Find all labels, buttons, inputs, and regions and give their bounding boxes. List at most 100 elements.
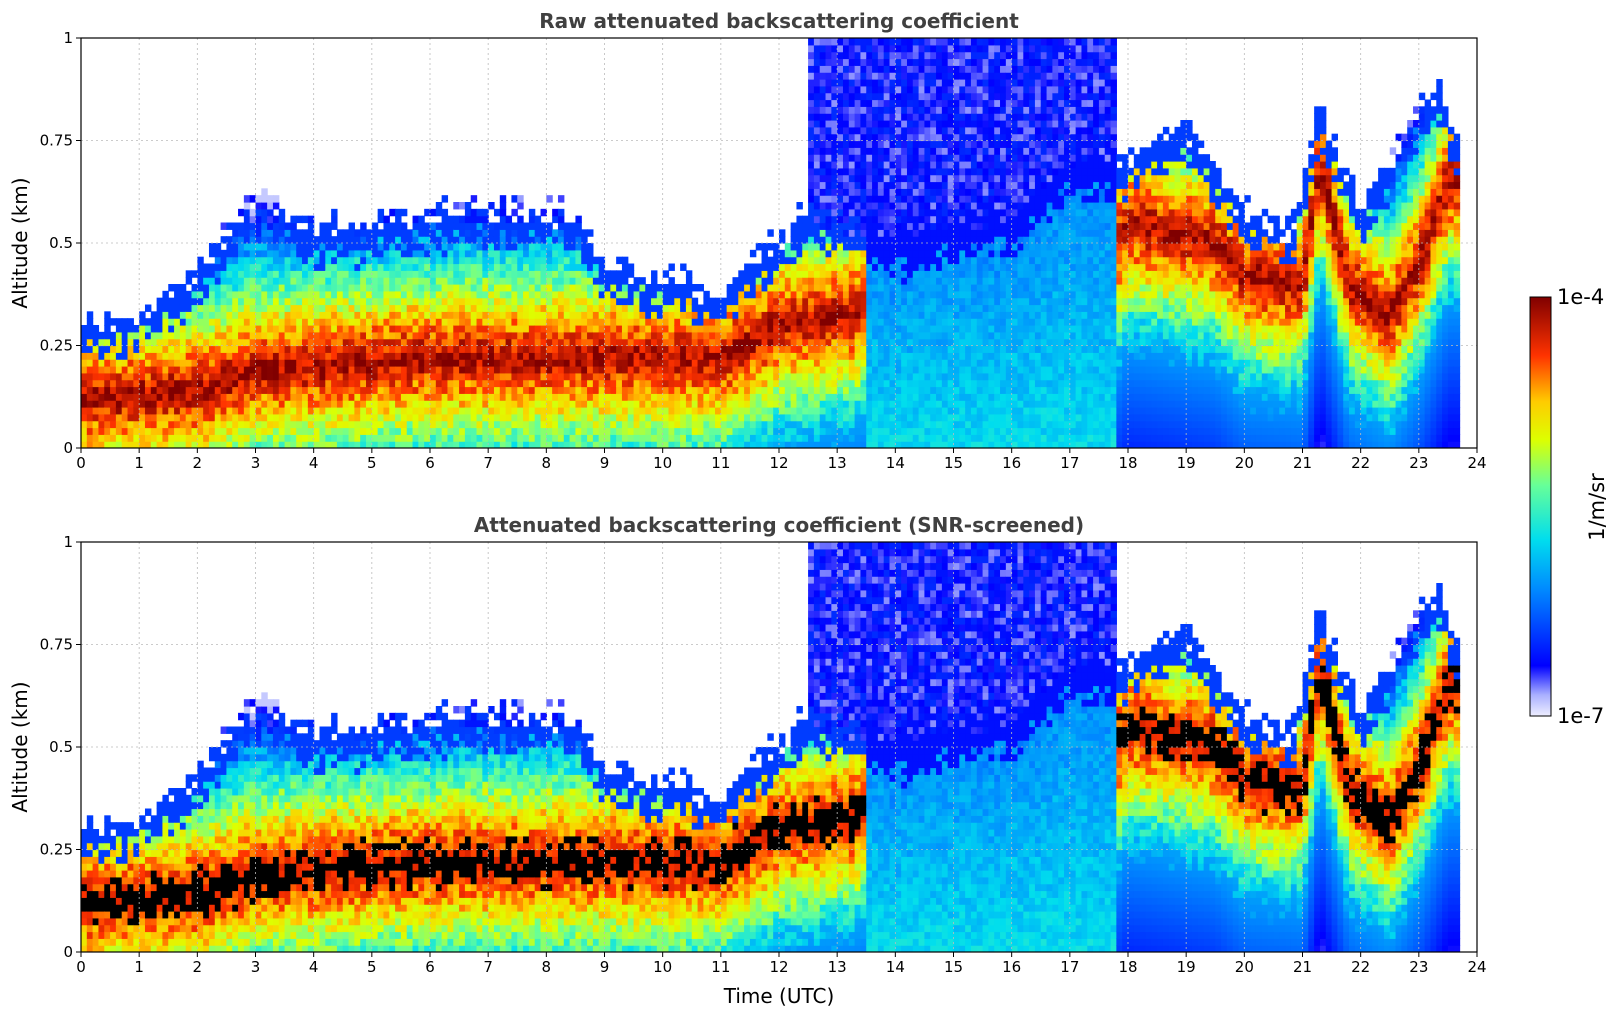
heatmap-cell: [651, 359, 658, 367]
heatmap-cell: [360, 318, 367, 326]
heatmap-cell: [98, 434, 105, 442]
heatmap-cell: [243, 243, 251, 251]
heatmap-cell: [767, 318, 774, 326]
heatmap-cell: [587, 243, 594, 251]
heatmap-cell: [662, 338, 670, 347]
heatmap-cell: [633, 277, 640, 285]
heatmap-cell: [453, 434, 460, 442]
heatmap-cell: [464, 325, 472, 333]
heatmap-cell: [877, 222, 885, 230]
heatmap-cell: [168, 400, 175, 408]
heatmap-cell: [272, 366, 280, 374]
heatmap-cell: [191, 400, 198, 408]
heatmap-cell: [918, 420, 926, 429]
heatmap-cell: [488, 386, 495, 394]
heatmap-cell: [831, 263, 838, 271]
heatmap-cell: [860, 229, 867, 237]
heatmap-cell: [272, 386, 280, 394]
heatmap-cell: [819, 126, 827, 135]
heatmap-cell: [872, 427, 879, 435]
heatmap-cell: [208, 318, 216, 326]
heatmap-cell: [837, 174, 844, 183]
heatmap-cell: [302, 311, 309, 319]
heatmap-cell: [115, 413, 123, 422]
heatmap-cell: [738, 441, 745, 448]
heatmap-cell: [220, 277, 228, 285]
heatmap-cell: [98, 393, 105, 401]
heatmap-cell: [883, 202, 891, 210]
heatmap-cell: [895, 188, 902, 196]
heatmap-cell: [92, 427, 100, 435]
heatmap-cell: [424, 284, 431, 292]
heatmap-cell: [563, 311, 571, 319]
heatmap-cell: [854, 284, 862, 292]
heatmap-cell: [831, 427, 838, 435]
heatmap-cell: [261, 318, 268, 326]
heatmap-cell: [505, 297, 513, 306]
heatmap-cell: [296, 434, 303, 442]
heatmap-cell: [528, 386, 536, 394]
heatmap-cell: [313, 393, 321, 401]
heatmap-cell: [912, 79, 920, 87]
heatmap-cell: [552, 290, 559, 299]
heatmap-cell: [749, 318, 757, 326]
heatmap-cell: [831, 277, 838, 285]
heatmap-cell: [499, 304, 507, 312]
heatmap-cell: [389, 400, 396, 408]
heatmap-cell: [691, 338, 699, 347]
heatmap-cell: [203, 400, 210, 408]
heatmap-cell: [493, 208, 501, 217]
heatmap-cell: [924, 161, 931, 169]
heatmap-cell: [191, 413, 198, 422]
heatmap-cell: [278, 290, 286, 299]
heatmap-cell: [179, 372, 187, 381]
heatmap-cell: [808, 352, 815, 360]
heatmap-cell: [808, 188, 815, 196]
heatmap-cell: [459, 318, 466, 326]
heatmap-cell: [906, 222, 914, 230]
heatmap-cell: [645, 331, 652, 340]
heatmap-cell: [342, 372, 350, 381]
heatmap-cell: [860, 236, 867, 244]
heatmap-cell: [226, 386, 233, 394]
heatmap-cell: [110, 400, 117, 408]
heatmap-cell: [918, 99, 926, 107]
heatmap-cell: [813, 38, 821, 46]
heatmap-cell: [813, 413, 821, 422]
heatmap-cell: [540, 284, 547, 292]
heatmap-cell: [808, 379, 815, 388]
heatmap-cell: [203, 427, 210, 435]
heatmap-cell: [616, 400, 623, 408]
heatmap-cell: [819, 379, 827, 388]
heatmap-cell: [680, 318, 687, 326]
heatmap-cell: [313, 325, 321, 333]
heatmap-cell: [81, 400, 88, 408]
heatmap-cell: [930, 297, 937, 306]
heatmap-cell: [854, 140, 862, 148]
heatmap-cell: [98, 352, 105, 360]
heatmap-cell: [331, 208, 338, 217]
heatmap-cell: [779, 256, 786, 265]
heatmap-cell: [866, 236, 873, 244]
heatmap-cell: [901, 393, 908, 401]
heatmap-cell: [482, 359, 489, 367]
heatmap-cell: [924, 413, 931, 422]
heatmap-cell: [901, 400, 908, 408]
heatmap-cell: [383, 379, 390, 388]
heatmap-cell: [837, 359, 844, 367]
heatmap-cell: [360, 249, 367, 258]
heatmap-cell: [255, 420, 262, 429]
heatmap-cell: [685, 277, 693, 285]
heatmap-cell: [336, 243, 344, 251]
heatmap-cell: [779, 338, 786, 347]
heatmap-cell: [895, 174, 902, 183]
heatmap-cell: [842, 113, 850, 121]
heatmap-cell: [639, 284, 646, 292]
heatmap-cell: [831, 338, 838, 347]
heatmap-cell: [430, 379, 437, 388]
heatmap-cell: [883, 434, 891, 442]
heatmap-cell: [261, 379, 268, 388]
heatmap-cell: [918, 325, 926, 333]
heatmap-cell: [208, 304, 216, 312]
heatmap-cell: [92, 359, 100, 367]
